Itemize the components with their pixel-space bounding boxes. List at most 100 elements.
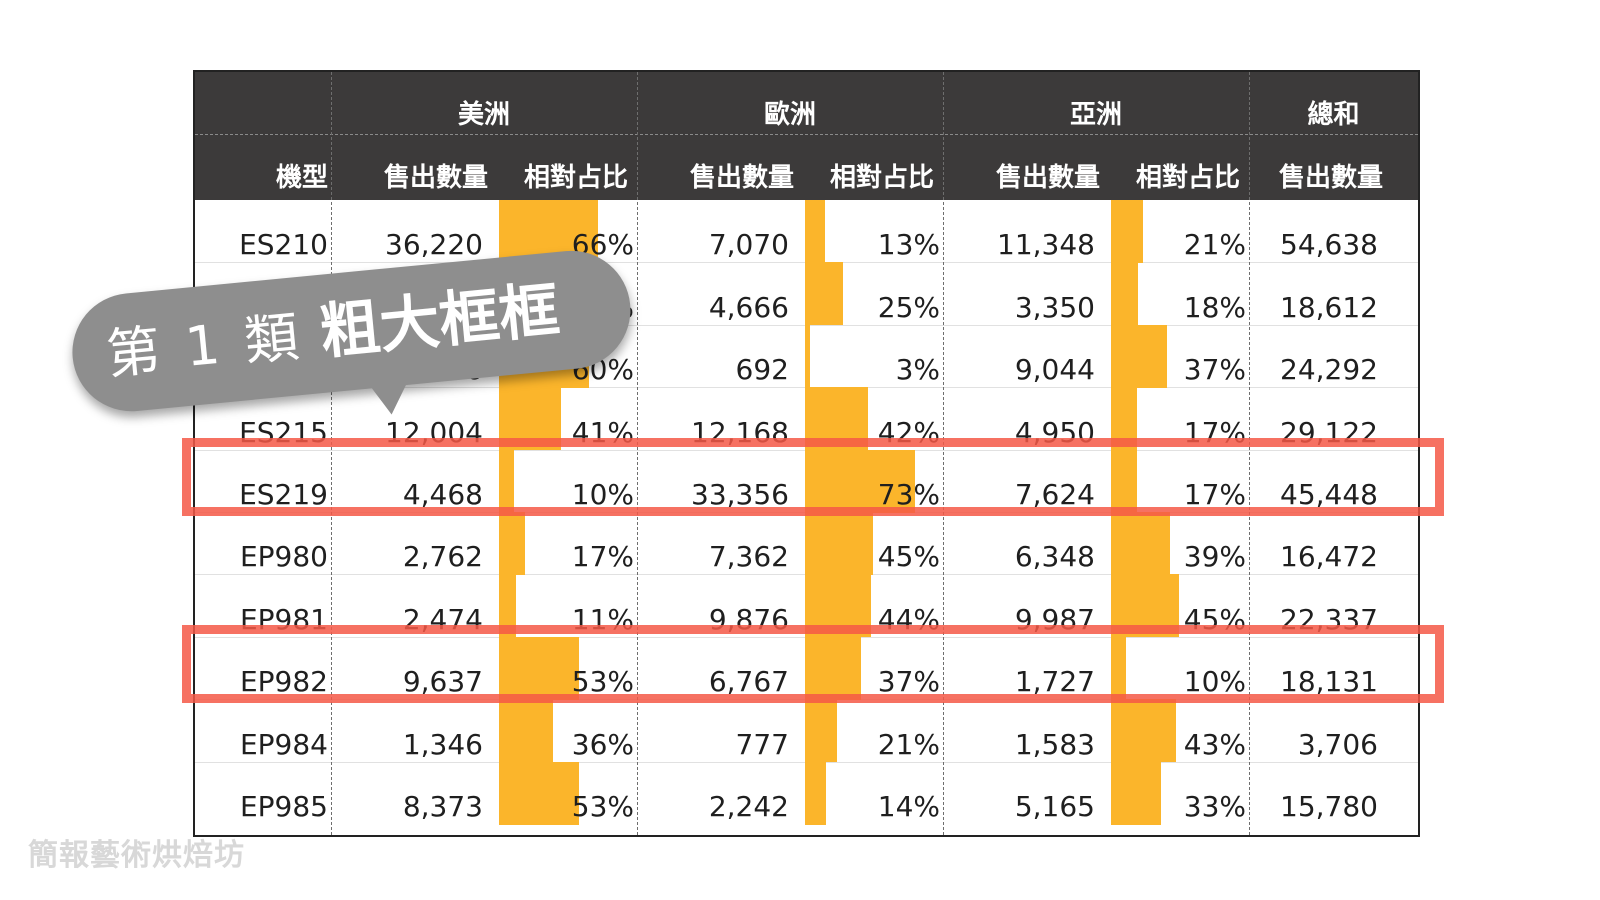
cell-europe-qty: 692 [735,353,789,387]
cell-americas-qty: 4,468 [402,477,483,511]
cell-model: EP980 [239,540,328,574]
cell-europe-share: 3% [895,353,940,387]
cell-europe-share: 37% [877,665,940,699]
cell-total-qty: 3,706 [1297,727,1378,761]
cell-asia-qty: 11,348 [997,228,1095,262]
cell-model: EP982 [239,665,328,699]
cell-americas-share: 53% [571,789,634,823]
column-divider [331,72,332,835]
cell-total-qty: 15,780 [1280,789,1378,823]
cell-americas-qty: 36,220 [385,228,483,262]
cell-americas-qty: 2,762 [402,540,483,574]
cell-asia-share: 17% [1183,477,1246,511]
cell-total-qty: 16,472 [1280,540,1378,574]
header-asia-share: 相對占比 [1135,163,1240,193]
cell-europe-qty: 33,356 [691,477,789,511]
table-row: ES210 36,220 66% 7,070 13% 11,348 21% 54,638 [195,200,1418,264]
cell-asia-qty: 7,624 [1014,477,1095,511]
cell-europe-share: 25% [877,290,940,324]
cell-asia-share: 39% [1183,540,1246,574]
header-europe-share: 相對占比 [829,163,934,193]
header-americas-share: 相對占比 [523,163,628,193]
cell-asia-share: 18% [1183,290,1246,324]
table-row: EP980 2,762 17% 7,362 45% 6,348 39% 16,472 [195,512,1418,576]
cell-americas-qty: 1,346 [402,727,483,761]
header-group-total: 總和 [1307,100,1360,130]
cell-model: ES210 [239,228,328,262]
cell-total-qty: 45,448 [1280,477,1378,511]
watermark-brand: 簡報藝術烘焙坊 [28,838,245,873]
as-share-bar [1111,699,1176,763]
eu-share-bar [805,200,825,263]
cell-europe-share: 14% [877,789,940,823]
table-header: 美洲 歐洲 亞洲 總和 機型 售出數量 相對占比 售出數量 相對占比 售出數量 相對占比 售出數量 [195,72,1418,200]
cell-europe-qty: 7,070 [708,228,789,262]
cell-model: EP984 [239,727,328,761]
as-share-bar [1111,512,1170,575]
cell-asia-qty: 5,165 [1014,789,1095,823]
cell-asia-qty: 6,348 [1014,540,1095,574]
eu-share-bar [805,761,826,825]
as-share-bar [1111,761,1161,825]
cell-asia-qty: 9,044 [1014,353,1095,387]
cell-asia-share: 37% [1183,353,1246,387]
eu-share-bar [805,262,843,326]
callout-pointer [366,376,414,417]
cell-total-qty: 18,612 [1280,290,1378,324]
cell-americas-share: 53% [571,665,634,699]
highlight-frame-es219 [182,437,1444,516]
cell-asia-share: 43% [1183,727,1246,761]
eu-share-bar [805,449,915,513]
cell-europe-share: 13% [877,228,940,262]
cell-americas-qty: 8,373 [402,789,483,823]
column-divider [943,72,944,835]
header-model: 機型 [275,163,328,193]
eu-share-bar [805,636,861,700]
cell-total-qty: 18,131 [1280,665,1378,699]
cell-asia-share: 33% [1183,789,1246,823]
cell-americas-share: 17% [571,540,634,574]
cell-asia-qty: 1,583 [1014,727,1095,761]
am-share-bar [499,512,525,575]
am-share-bar [499,449,514,513]
am-share-bar [499,636,579,700]
cell-americas-share: 10% [571,477,634,511]
cell-europe-share: 73% [877,477,940,511]
cell-europe-qty: 6,767 [708,665,789,699]
am-share-bar [499,761,579,825]
cell-europe-share: 21% [877,727,940,761]
cell-europe-qty: 2,242 [708,789,789,823]
as-share-bar [1111,200,1143,263]
cell-europe-share: 45% [877,540,940,574]
cell-americas-share: 36% [571,727,634,761]
header-group-asia: 亞洲 [1069,100,1122,130]
eu-share-bar [805,512,873,575]
as-share-bar [1111,449,1137,513]
cell-americas-qty: 9,637 [402,665,483,699]
cell-europe-qty: 4,666 [708,290,789,324]
cell-europe-qty: 7,362 [708,540,789,574]
eu-share-bar [805,324,810,388]
cell-asia-share: 10% [1183,665,1246,699]
cell-total-qty: 24,292 [1280,353,1378,387]
header-total-sold: 售出數量 [1278,163,1383,193]
cell-total-qty: 54,638 [1280,228,1378,262]
am-share-bar [499,699,553,763]
table-row: EP985 8,373 53% 2,242 14% 5,165 33% 15,780 [195,761,1418,825]
cell-model: ES219 [239,477,328,511]
cell-europe-qty: 777 [735,727,789,761]
as-share-bar [1111,262,1138,326]
header-group-europe: 歐洲 [763,100,816,130]
highlight-frame-ep982 [182,624,1444,703]
as-share-bar [1111,636,1126,700]
cell-asia-qty: 1,727 [1014,665,1095,699]
as-share-bar [1111,324,1167,388]
column-divider [637,72,638,835]
header-group-americas: 美洲 [457,100,510,130]
cell-asia-share: 21% [1183,228,1246,262]
cell-asia-qty: 3,350 [1014,290,1095,324]
column-divider [1249,72,1250,835]
header-asia-sold: 售出數量 [995,163,1100,193]
table-row: EP982 9,637 53% 6,767 37% 1,727 10% 18,131 [195,636,1418,701]
eu-share-bar [805,699,837,763]
